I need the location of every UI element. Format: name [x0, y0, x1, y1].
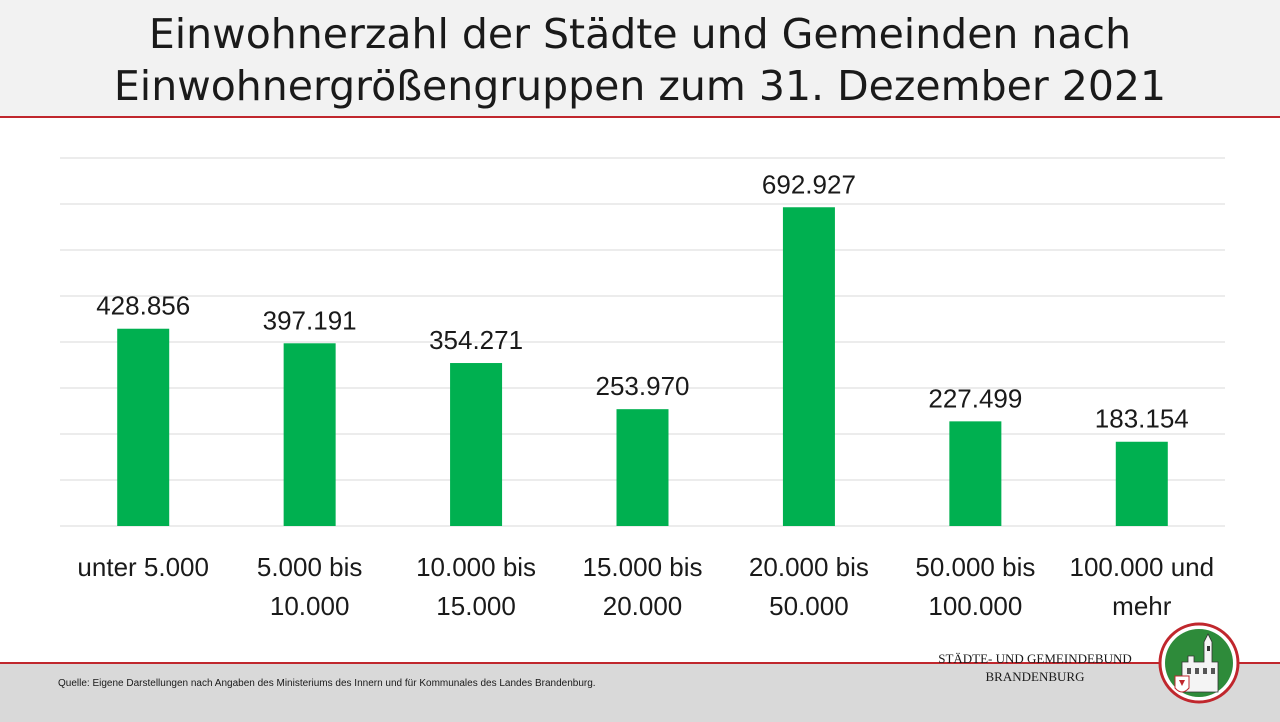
x-tick-label: 50.000 bis — [915, 552, 1035, 582]
x-tick-label: unter 5.000 — [77, 552, 209, 582]
x-tick-label: 50.000 — [769, 591, 849, 621]
bar — [616, 409, 669, 526]
title-banner: Einwohnerzahl der Städte und Gemeinden n… — [0, 0, 1280, 118]
data-label: 253.970 — [596, 371, 690, 401]
title-line-2: Einwohnergrößengruppen zum 31. Dezember … — [113, 62, 1167, 110]
x-tick-label: mehr — [1112, 591, 1172, 621]
x-tick-label: 5.000 bis — [257, 552, 363, 582]
organization-logo-icon — [1158, 622, 1240, 704]
page-title: Einwohnerzahl der Städte und Gemeinden n… — [0, 8, 1280, 112]
x-tick-label: 10.000 bis — [416, 552, 536, 582]
x-tick-label: 10.000 — [270, 591, 350, 621]
bar — [782, 207, 835, 526]
x-tick-label: 20.000 bis — [749, 552, 869, 582]
bar — [949, 421, 1002, 526]
x-tick-label: 100.000 — [928, 591, 1022, 621]
bar — [1115, 441, 1168, 526]
footer-bar: Quelle: Eigene Darstellungen nach Angabe… — [0, 651, 1280, 722]
x-tick-label: 20.000 — [603, 591, 683, 621]
x-tick-label: 15.000 — [436, 591, 516, 621]
data-label: 183.154 — [1095, 404, 1189, 434]
organization-name-line-1: STÄDTE- UND GEMEINDEBUND — [938, 651, 1132, 666]
x-tick-label: 100.000 und — [1069, 552, 1214, 582]
organization-name: STÄDTE- UND GEMEINDEBUND BRANDENBURG — [905, 650, 1165, 686]
source-note: Quelle: Eigene Darstellungen nach Angabe… — [58, 678, 596, 689]
bar — [117, 328, 170, 526]
data-label: 397.191 — [263, 305, 357, 335]
data-label: 692.927 — [762, 169, 856, 199]
bar-chart: 428.856 unter 5.000 397.191 5.000 bis 10.000… — [60, 157, 1225, 621]
bar — [450, 363, 503, 526]
bar — [283, 343, 336, 526]
organization-name-line-2: BRANDENBURG — [985, 669, 1085, 684]
data-label: 428.856 — [96, 291, 190, 321]
data-label: 227.499 — [928, 383, 1022, 413]
x-tick-label: 15.000 bis — [583, 552, 703, 582]
title-line-1: Einwohnerzahl der Städte und Gemeinden n… — [148, 10, 1132, 58]
data-label: 354.271 — [429, 325, 523, 355]
